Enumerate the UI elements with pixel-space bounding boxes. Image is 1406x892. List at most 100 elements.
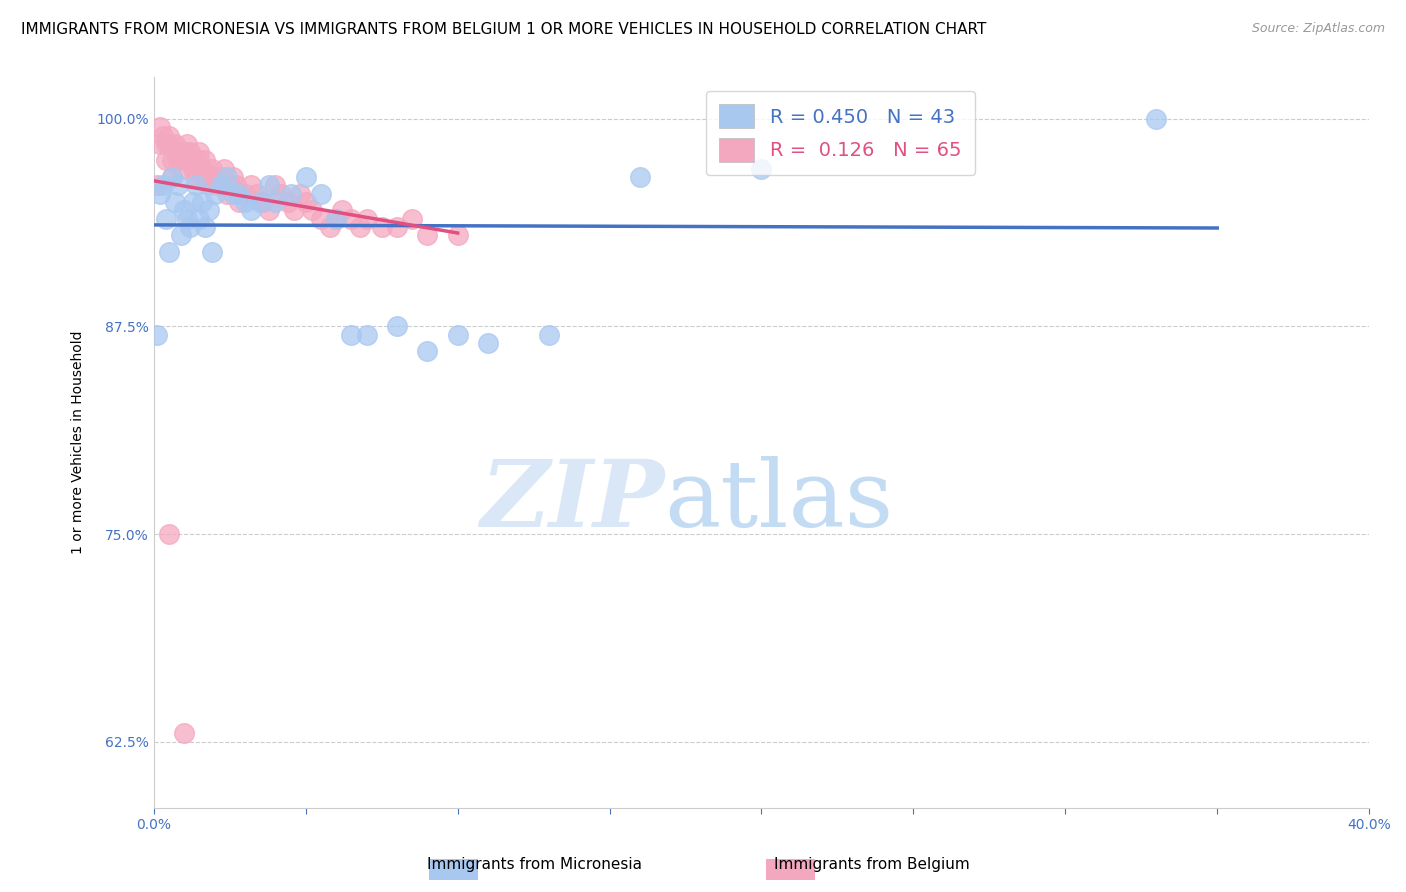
Point [173,203,195,218]
Point [325,211,347,226]
Text: Immigrants from Belgium: Immigrants from Belgium [773,857,970,872]
Point [167,178,190,193]
Point [212,161,235,176]
Point [173,153,195,168]
Point [401,211,423,226]
Point [176,211,198,226]
Point [209,169,232,184]
Point [301,203,323,218]
Point [149,136,172,151]
Point [207,178,229,193]
Point [170,161,193,176]
Point [356,211,378,226]
Point [309,211,332,226]
Text: IMMIGRANTS FROM MICRONESIA VS IMMIGRANTS FROM BELGIUM 1 OR MORE VEHICLES IN HOUS: IMMIGRANTS FROM MICRONESIA VS IMMIGRANTS… [21,22,987,37]
Point [188,153,211,168]
Point [157,527,180,541]
Point [155,211,177,226]
Point [240,178,263,193]
Point [197,178,219,193]
Point [173,726,195,740]
Point [249,194,271,209]
Point [270,186,292,201]
Text: ZIP: ZIP [479,456,664,546]
Point [356,327,378,342]
Point [225,178,247,193]
Point [416,228,439,243]
Point [160,169,183,184]
Point [200,244,222,259]
Point [149,186,172,201]
Point [370,219,392,234]
Point [179,153,201,168]
Point [280,186,302,201]
Point [259,178,281,193]
Point [183,194,205,209]
Point [628,169,651,184]
Point [186,178,208,193]
Legend: R = 0.450   N = 43, R =  0.126   N = 65: R = 0.450 N = 43, R = 0.126 N = 65 [706,91,976,175]
Point [325,211,347,226]
Point [183,161,205,176]
Point [160,169,183,184]
Point [288,186,311,201]
Point [157,136,180,151]
Point [276,194,298,209]
Point [204,186,226,201]
Point [416,344,439,359]
Point [349,219,371,234]
Point [200,161,222,176]
Point [186,169,208,184]
Point [222,186,245,201]
Point [197,169,219,184]
Point [173,145,195,160]
Point [340,327,363,342]
Point [252,194,274,209]
Point [309,186,332,201]
Point [447,327,470,342]
Point [157,244,180,259]
Point [340,211,363,226]
Point [176,136,198,151]
Point [179,219,201,234]
Point [209,178,232,193]
Text: atlas: atlas [664,456,893,546]
Point [197,203,219,218]
Point [188,211,211,226]
Point [264,178,287,193]
Point [191,194,214,209]
Point [233,194,256,209]
Point [170,228,193,243]
Point [160,153,183,168]
Point [385,319,408,334]
Point [194,153,217,168]
Point [385,219,408,234]
Point [751,161,773,176]
Point [167,153,190,168]
Point [155,136,177,151]
Point [152,128,174,143]
Point [246,186,269,201]
Point [228,194,250,209]
Y-axis label: 1 or more Vehicles in Household: 1 or more Vehicles in Household [72,331,86,555]
Point [259,203,281,218]
Point [188,145,211,160]
Point [191,161,214,176]
Point [222,169,245,184]
Point [283,203,305,218]
Point [233,186,256,201]
Point [1146,112,1168,126]
Point [165,145,187,160]
Point [152,178,174,193]
Point [191,169,214,184]
Point [157,128,180,143]
Point [204,169,226,184]
Text: Source: ZipAtlas.com: Source: ZipAtlas.com [1251,22,1385,36]
Point [215,186,238,201]
Point [146,178,169,193]
Point [477,336,499,351]
Point [537,327,560,342]
Point [165,136,187,151]
Text: Immigrants from Micronesia: Immigrants from Micronesia [427,857,641,872]
Point [149,120,172,135]
